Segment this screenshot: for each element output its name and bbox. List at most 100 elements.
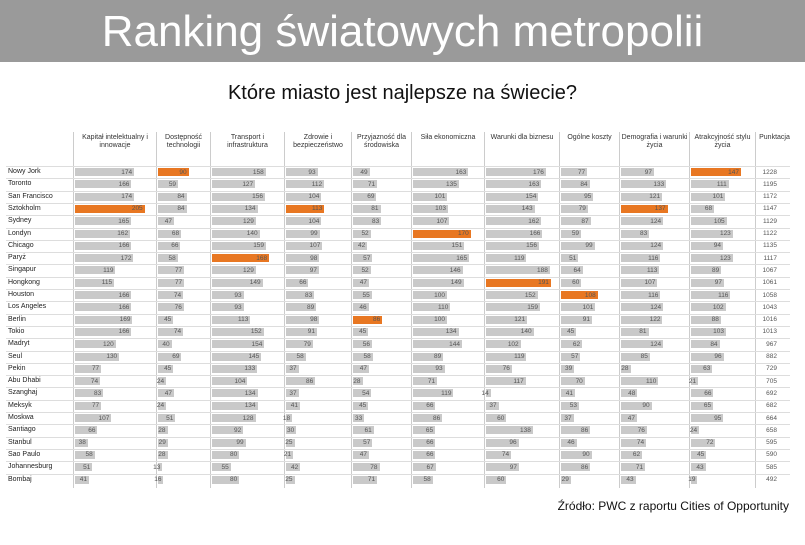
bar: [691, 377, 699, 386]
bar: [413, 254, 470, 263]
row-line: [6, 412, 790, 413]
bar: [413, 327, 459, 336]
bar: [353, 414, 365, 422]
bar: [413, 278, 464, 287]
value-label: 19: [688, 476, 696, 483]
bar: [158, 291, 184, 299]
value-label: 68: [171, 230, 180, 237]
bar: [75, 438, 88, 447]
bar: [158, 438, 168, 447]
value-label: 117: [513, 377, 524, 385]
bar: [691, 266, 722, 275]
value-label: 88: [711, 316, 719, 324]
bar: [691, 241, 723, 250]
bar: [286, 364, 299, 373]
bar: [212, 377, 248, 386]
bar: [691, 204, 715, 213]
value-label: 156: [252, 193, 264, 201]
bar: [353, 389, 372, 398]
bar: [212, 364, 258, 373]
value-label: 24: [689, 426, 698, 434]
value-label: 18: [282, 414, 291, 422]
city-name: Singapur: [8, 266, 37, 274]
bar: [286, 229, 320, 238]
value-label: 152: [524, 291, 536, 299]
value-label: 61: [364, 426, 372, 434]
row-line: [6, 350, 790, 352]
value-label: 84: [710, 340, 718, 348]
bar: [286, 450, 294, 459]
value-label: 76: [637, 426, 645, 434]
value-label: 96: [509, 439, 517, 447]
total: 658: [766, 426, 777, 434]
value-label: 47: [359, 365, 367, 373]
bar: [691, 340, 720, 349]
row-line: [6, 338, 790, 340]
value-label: 37: [489, 402, 497, 410]
bar: [413, 180, 459, 189]
bar: [158, 401, 167, 410]
value-label: 101: [434, 193, 446, 201]
value-label: 58: [296, 353, 304, 360]
value-label: 30: [286, 426, 295, 434]
value-label: 103: [435, 205, 447, 213]
bar: [212, 389, 258, 398]
bar: [413, 192, 448, 201]
bar: [286, 389, 299, 398]
value-label: 46: [567, 439, 575, 447]
value-label: 74: [173, 328, 182, 336]
title: Ranking światowych metropolii: [0, 0, 805, 62]
bar: [561, 291, 598, 299]
bar: [158, 475, 164, 484]
total: 585: [766, 463, 777, 471]
bar: [621, 475, 636, 484]
bar: [691, 450, 707, 459]
city-name: Seul: [8, 352, 23, 360]
bar: [621, 278, 658, 287]
bar: [158, 204, 187, 213]
total: 595: [766, 439, 777, 447]
bar: [561, 266, 583, 275]
bar: [621, 192, 663, 201]
city-name: Sao Paulo: [8, 450, 41, 458]
value-label: 100: [434, 291, 445, 299]
bar: [561, 340, 583, 349]
bar: [413, 426, 436, 435]
value-label: 66: [704, 389, 712, 397]
value-label: 57: [571, 353, 579, 360]
bar: [621, 401, 652, 410]
value-label: 119: [514, 353, 525, 360]
bar: [486, 450, 512, 459]
bar: [353, 426, 374, 435]
value-label: 174: [121, 193, 133, 201]
value-label: 81: [639, 328, 647, 336]
bar: [75, 426, 98, 435]
value-label: 102: [507, 340, 519, 348]
row-line: [6, 436, 790, 438]
bar: [413, 377, 438, 386]
value-label: 86: [306, 377, 314, 385]
bar: [158, 168, 189, 176]
bar: [486, 463, 519, 472]
bar: [691, 327, 727, 336]
bar: [621, 426, 647, 435]
column-line: [411, 132, 412, 488]
row-line: [6, 313, 790, 315]
bar: [561, 303, 596, 312]
value-label: 59: [571, 230, 580, 237]
value-label: 166: [118, 303, 130, 311]
bar: [75, 278, 115, 287]
row-line: [6, 375, 790, 377]
bar: [486, 254, 527, 263]
bar: [486, 291, 538, 299]
city-name: Sydney: [8, 217, 32, 225]
value-label: 86: [581, 463, 589, 471]
column-line: [284, 132, 285, 488]
bar: [158, 364, 174, 373]
bar: [486, 180, 542, 189]
bar: [486, 192, 539, 201]
bar: [561, 438, 577, 447]
city-name: Hongkong: [8, 278, 40, 286]
value-label: 28: [621, 365, 629, 373]
bar: [158, 266, 185, 275]
